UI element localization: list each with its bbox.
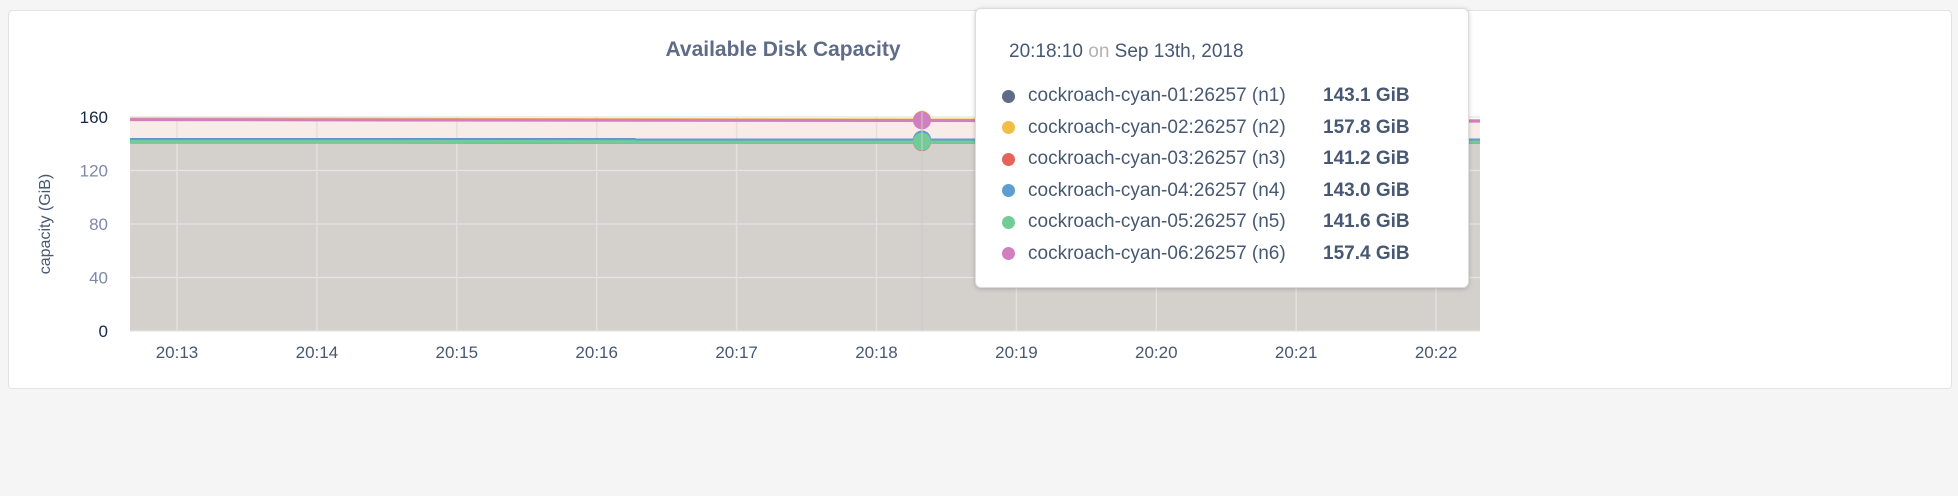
tooltip-on: on <box>1088 41 1110 62</box>
tooltip-series-name: cockroach-cyan-03:26257 (n3) <box>1028 148 1286 169</box>
tooltip-time: 20:18:10 <box>1009 41 1083 62</box>
tooltip-row: cockroach-cyan-04:26257 (n4) 143.0 GiB <box>1002 176 1410 206</box>
x-tick-label: 20:20 <box>1135 343 1178 362</box>
tooltip-series-value: 157.4 GiB <box>1323 242 1410 264</box>
x-tick-label: 20:13 <box>156 343 199 362</box>
tooltip-series-value: 141.6 GiB <box>1323 211 1410 232</box>
series-color-dot <box>1002 89 1015 103</box>
x-tick-label: 20:15 <box>436 343 479 362</box>
series-color-dot <box>1002 247 1015 260</box>
tooltip-row: cockroach-cyan-05:26257 (n5) 141.6 GiB <box>1002 207 1410 237</box>
tooltip-row: cockroach-cyan-03:26257 (n3) 141.2 GiB <box>1002 144 1410 174</box>
y-tick-label: 120 <box>80 162 108 181</box>
tooltip-series-value: 141.2 GiB <box>1323 148 1410 169</box>
tooltip: 20:18:10 on Sep 13th, 2018 cockroach-cya… <box>975 8 1469 288</box>
series-color-dot <box>1002 184 1015 197</box>
x-tick-label: 20:14 <box>296 343 339 362</box>
tooltip-date: Sep 13th, 2018 <box>1114 41 1244 62</box>
tooltip-series-name: cockroach-cyan-01:26257 (n1) <box>1028 85 1286 106</box>
x-tick-label: 20:18 <box>855 343 898 362</box>
y-axis-label: capacity (GiB) <box>37 174 54 274</box>
tooltip-series-name: cockroach-cyan-02:26257 (n2) <box>1028 116 1286 138</box>
x-tick-label: 20:16 <box>575 343 618 362</box>
y-tick-label: 0 <box>99 322 108 341</box>
chart-title: Available Disk Capacity <box>665 38 901 61</box>
tooltip-series-value: 157.8 GiB <box>1323 116 1410 138</box>
tooltip-series-name: cockroach-cyan-06:26257 (n6) <box>1028 242 1286 264</box>
tooltip-series-value: 143.1 GiB <box>1323 85 1410 106</box>
x-tick-label: 20:21 <box>1275 343 1318 362</box>
series-color-dot <box>1002 152 1015 166</box>
x-tick-label: 20:19 <box>995 343 1038 362</box>
x-tick-label: 20:22 <box>1415 343 1458 362</box>
y-tick-label: 160 <box>80 108 108 127</box>
tooltip-header: 20:18:10 on Sep 13th, 2018 <box>1009 41 1244 63</box>
tooltip-series-name: cockroach-cyan-04:26257 (n4) <box>1028 179 1286 201</box>
x-tick-label: 20:17 <box>715 343 758 362</box>
tooltip-row: cockroach-cyan-01:26257 (n1) 143.1 GiB <box>1002 81 1410 111</box>
series-color-dot <box>1002 121 1015 134</box>
tooltip-series-value: 143.0 GiB <box>1323 179 1410 201</box>
series-color-dot <box>1002 215 1015 229</box>
y-tick-label: 80 <box>89 215 108 234</box>
tooltip-series-name: cockroach-cyan-05:26257 (n5) <box>1028 211 1286 232</box>
y-tick-label: 40 <box>89 269 108 288</box>
tooltip-row: cockroach-cyan-06:26257 (n6) 157.4 GiB <box>1002 239 1410 269</box>
tooltip-row: cockroach-cyan-02:26257 (n2) 157.8 GiB <box>1002 113 1410 143</box>
